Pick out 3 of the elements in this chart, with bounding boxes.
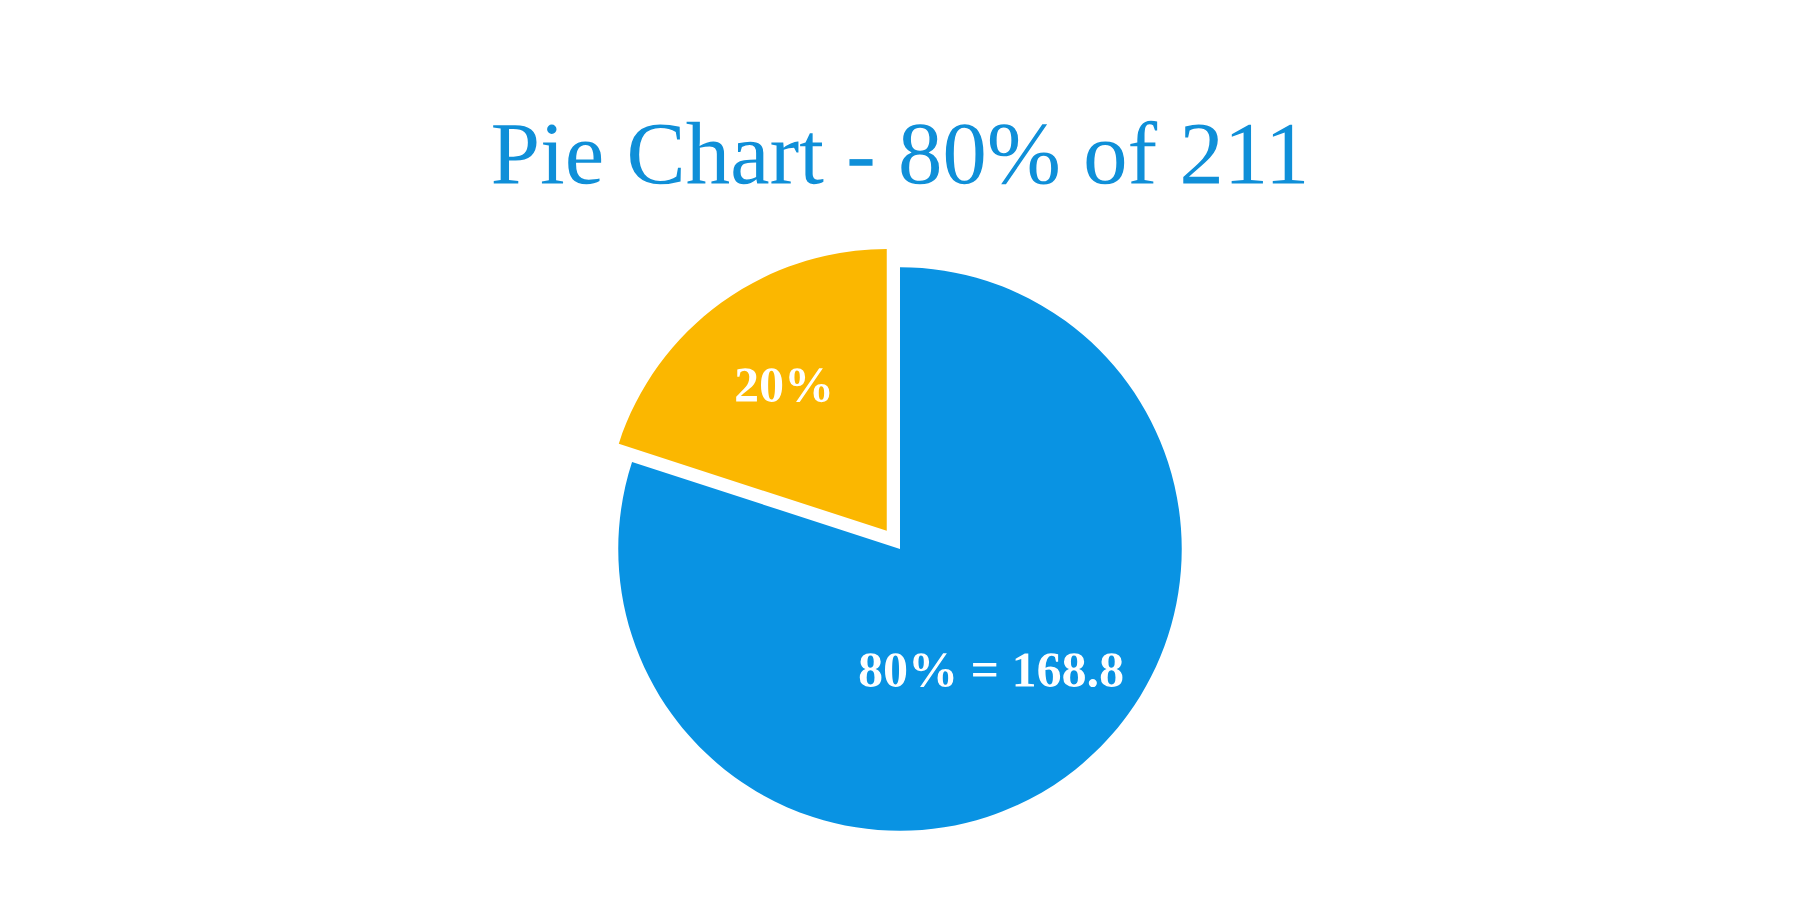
chart-title: Pie Chart - 80% of 211 xyxy=(493,120,1305,185)
data-label: 20% xyxy=(736,368,830,403)
data-label: 80% = 168.8 xyxy=(859,653,1123,688)
